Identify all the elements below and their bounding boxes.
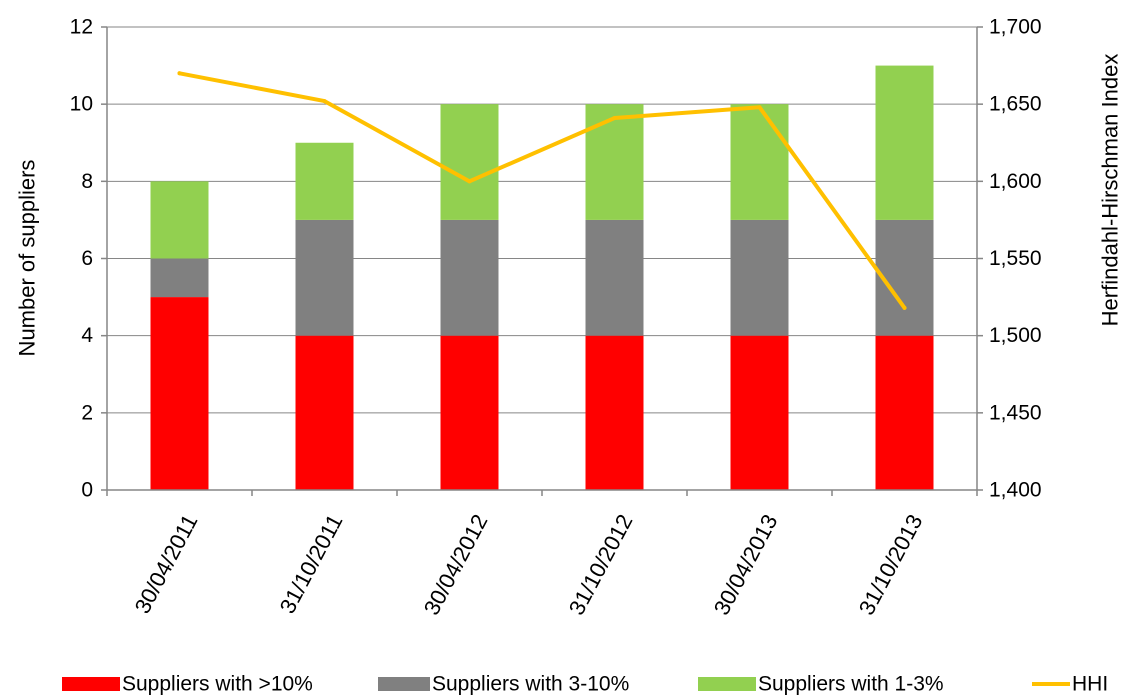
legend: Suppliers with >10% Suppliers with 3-10% S… <box>62 673 1108 696</box>
right-tick-label: 1,650 <box>989 93 1042 116</box>
hhi-point <box>902 305 907 310</box>
bar-segment-2 <box>150 258 209 298</box>
legend-label: Suppliers with >10% <box>122 673 313 696</box>
bar-segment-1 <box>730 335 789 490</box>
right-y-ticks: 1,400 1,450 1,500 1,550 1,600 1,650 1,700 <box>989 16 1042 502</box>
bar-segment-3 <box>295 142 354 220</box>
left-tick-label: 4 <box>81 324 93 347</box>
bar-segment-3 <box>875 65 934 220</box>
bar-segment-2 <box>295 219 354 336</box>
bar-segment-2 <box>440 219 499 336</box>
legend-label: Suppliers with 1-3% <box>758 673 944 696</box>
bar-segment-2 <box>730 219 789 336</box>
hhi-point <box>467 179 472 184</box>
bar-segment-3 <box>730 104 789 220</box>
hhi-point <box>322 99 327 104</box>
legend-label: HHI <box>1072 673 1108 696</box>
left-y-ticks: 0 2 4 6 8 10 12 <box>70 16 94 502</box>
right-tick-label: 1,500 <box>989 324 1042 347</box>
bar-segment-1 <box>875 335 934 490</box>
right-tick-label: 1,400 <box>989 479 1042 502</box>
bar-segment-2 <box>585 219 644 336</box>
right-tick-label: 1,600 <box>989 170 1042 193</box>
y-axis-title-right: Herfindahl-Hirschman Index <box>1098 54 1123 327</box>
right-tick-label: 1,700 <box>989 16 1042 39</box>
legend-swatch <box>62 677 120 691</box>
legend-label: Suppliers with 3-10% <box>432 673 629 696</box>
legend-swatch <box>698 677 756 691</box>
bar-segment-3 <box>440 104 499 220</box>
left-tick-label: 8 <box>81 170 93 193</box>
axes <box>101 26 983 496</box>
bar-segment-1 <box>585 335 644 490</box>
bar-segment-3 <box>585 104 644 220</box>
right-tick-label: 1,550 <box>989 247 1042 270</box>
legend-swatch <box>378 677 430 691</box>
hhi-point <box>177 71 182 76</box>
hhi-point <box>612 116 617 121</box>
bar-segment-3 <box>150 181 209 259</box>
left-tick-label: 0 <box>81 479 93 502</box>
left-tick-label: 2 <box>81 401 93 424</box>
bar-segment-1 <box>150 297 209 490</box>
gridlines <box>107 26 977 414</box>
hhi-line <box>177 71 907 310</box>
hhi-point <box>757 105 762 110</box>
bar-segment-1 <box>295 335 354 490</box>
right-tick-label: 1,450 <box>989 401 1042 424</box>
left-tick-label: 12 <box>70 16 93 39</box>
left-tick-label: 10 <box>70 93 93 116</box>
hhi-line-layer <box>177 71 907 310</box>
y-axis-title-left: Number of suppliers <box>15 160 40 357</box>
left-tick-label: 6 <box>81 247 93 270</box>
bar-segment-1 <box>440 335 499 490</box>
bars <box>150 65 934 490</box>
